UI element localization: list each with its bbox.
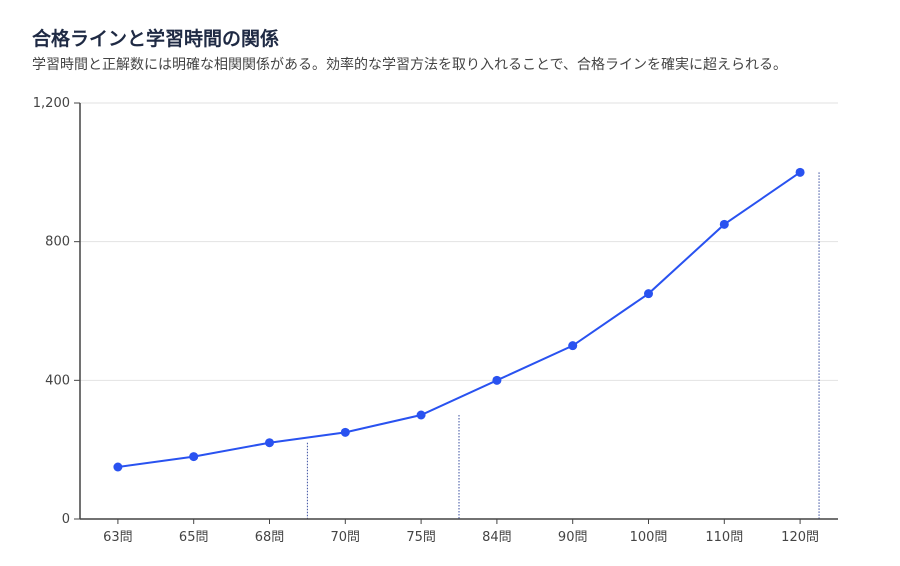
chart-title: 合格ラインと学習時間の関係 (32, 28, 280, 50)
reference-lines (306, 172, 820, 519)
x-tick-label: 110問 (705, 530, 743, 545)
x-tick-label: 84問 (482, 530, 512, 545)
y-tick-label: 1,200 (33, 96, 70, 111)
grid-lines (80, 102, 838, 381)
x-tick-label: 70問 (331, 530, 361, 545)
data-point (265, 438, 274, 448)
chart-subtitle: 学習時間と正解数には明確な相関関係がある。効率的な学習方法を取り入れることで、合… (32, 57, 788, 73)
data-point (189, 452, 199, 462)
series-line (117, 171, 801, 468)
data-point (644, 289, 653, 299)
data-point (719, 219, 729, 229)
y-tick-label: 800 (45, 235, 70, 250)
x-tick-label: 68問 (255, 530, 285, 545)
x-tick-label: 75問 (406, 530, 436, 545)
x-tick-label: 65問 (179, 530, 209, 545)
data-point (492, 375, 502, 385)
y-tick-label: 0 (62, 512, 70, 527)
x-tick-label: 120問 (781, 530, 819, 545)
data-point (113, 462, 123, 472)
data-point (416, 410, 426, 420)
data-point (795, 167, 805, 177)
axes (74, 102, 838, 524)
x-tick-label: 90問 (558, 530, 588, 545)
x-tick-label: 63問 (103, 530, 133, 545)
data-point (340, 427, 350, 437)
y-tick-label: 400 (45, 373, 70, 388)
x-tick-label: 100問 (630, 530, 668, 545)
data-point (568, 341, 578, 351)
tick-labels: 0 400 800 1,200 63問 65問 68問 70問 75問 84問 90問 100問 110… (33, 96, 819, 545)
series (113, 167, 805, 472)
